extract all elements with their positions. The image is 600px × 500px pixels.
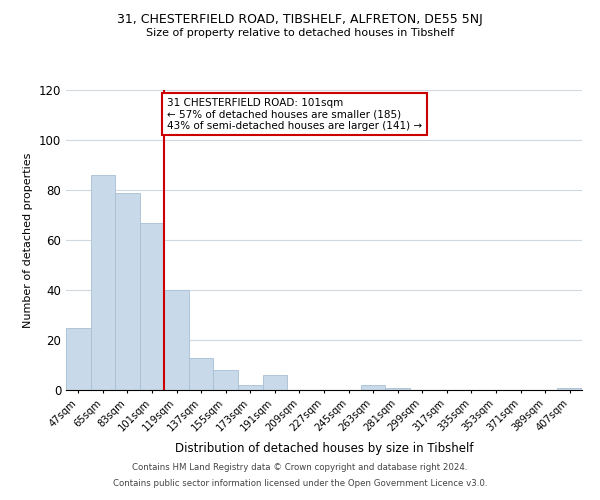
Bar — [263, 375, 287, 390]
Bar — [361, 385, 385, 390]
Text: 31, CHESTERFIELD ROAD, TIBSHELF, ALFRETON, DE55 5NJ: 31, CHESTERFIELD ROAD, TIBSHELF, ALFRETO… — [117, 12, 483, 26]
Bar — [557, 388, 582, 390]
Bar — [164, 290, 189, 390]
X-axis label: Distribution of detached houses by size in Tibshelf: Distribution of detached houses by size … — [175, 442, 473, 454]
Text: Contains HM Land Registry data © Crown copyright and database right 2024.: Contains HM Land Registry data © Crown c… — [132, 464, 468, 472]
Bar — [91, 175, 115, 390]
Bar — [214, 370, 238, 390]
Bar — [238, 385, 263, 390]
Bar — [115, 192, 140, 390]
Bar — [66, 328, 91, 390]
Text: Contains public sector information licensed under the Open Government Licence v3: Contains public sector information licen… — [113, 478, 487, 488]
Text: 31 CHESTERFIELD ROAD: 101sqm
← 57% of detached houses are smaller (185)
43% of s: 31 CHESTERFIELD ROAD: 101sqm ← 57% of de… — [167, 98, 422, 130]
Bar — [385, 388, 410, 390]
Text: Size of property relative to detached houses in Tibshelf: Size of property relative to detached ho… — [146, 28, 454, 38]
Bar — [140, 222, 164, 390]
Bar — [189, 358, 214, 390]
Y-axis label: Number of detached properties: Number of detached properties — [23, 152, 33, 328]
